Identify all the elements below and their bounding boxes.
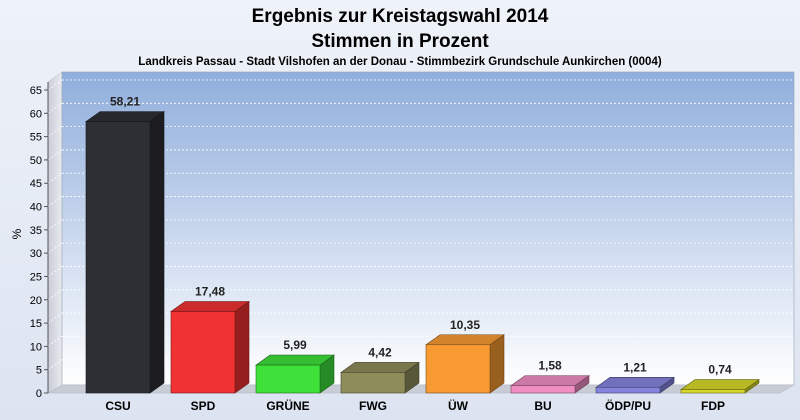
bar-top: [425, 334, 505, 346]
grid-line: [47, 336, 63, 347]
grid-line: [47, 102, 63, 114]
bar-value-label: 5,99: [283, 338, 307, 352]
grid-line: [47, 289, 63, 301]
y-tick-label: 20: [30, 295, 42, 307]
x-tick-label: SPD: [191, 399, 216, 413]
x-tick-label: FWG: [359, 399, 387, 413]
chart-title: Ergebnis zur Kreistagswahl 2014: [252, 6, 549, 27]
bars: 58,21 17,48 5,99 4,42 10,35 1,58 1,21 0,74: [85, 95, 760, 394]
bar-front: [170, 311, 236, 394]
bar-4: [425, 334, 505, 394]
bar-front: [85, 121, 151, 394]
y-tick-label: 45: [30, 178, 42, 190]
grid-line: [47, 219, 63, 231]
bar-side: [149, 111, 165, 394]
bar-value-label: 1,21: [623, 360, 647, 374]
y-tick-label: 65: [30, 85, 42, 97]
y-tick-label: 5: [36, 365, 42, 377]
x-tick-labels: CSU SPD GRÜNE FWG ÜW BU ÖDP/PU FDP: [105, 398, 725, 413]
bar-front: [340, 372, 406, 394]
y-tick-label: 25: [30, 271, 42, 283]
bar-side: [234, 300, 250, 394]
bar-2: [255, 354, 335, 394]
bar-value-label: 10,35: [450, 318, 480, 332]
x-tick-label: BU: [534, 399, 551, 413]
bar-top: [340, 362, 420, 373]
bar-1: [170, 300, 250, 394]
grid-line: [47, 242, 63, 254]
grid-line: [47, 126, 63, 137]
x-tick-label: FDP: [701, 399, 725, 413]
grid-line: [47, 172, 63, 184]
y-tick-label: 0: [36, 388, 42, 400]
y-tick-label: 10: [30, 341, 42, 353]
y-tick-label: 30: [30, 248, 42, 260]
grid-line: [47, 79, 63, 91]
bar-front: [255, 364, 321, 394]
bar-7: [680, 378, 760, 394]
x-tick-label: ÖDP/PU: [605, 398, 651, 413]
bar-front: [425, 344, 491, 394]
bar-top: [85, 111, 165, 122]
grid-line: [47, 266, 63, 277]
x-tick-label: GRÜNE: [266, 398, 309, 413]
chart-subtitle: Stimmen in Prozent: [311, 31, 489, 52]
y-tick-label: 35: [30, 225, 42, 237]
bar-value-label: 4,42: [368, 345, 392, 359]
bar-6: [595, 376, 675, 394]
bar-value-label: 0,74: [708, 363, 732, 377]
bar-top: [510, 375, 590, 386]
x-tick-label: CSU: [105, 399, 130, 413]
y-tick-label: 50: [30, 155, 42, 167]
bar-front: [680, 389, 746, 394]
bar-front: [595, 387, 661, 394]
bar-5: [510, 375, 590, 394]
bar-value-label: 1,58: [538, 359, 562, 373]
bar-top: [170, 301, 250, 312]
y-tick-label: 60: [30, 108, 42, 120]
plot-side-wall: [47, 71, 63, 394]
y-tick-label: 15: [30, 318, 42, 330]
y-axis-label: %: [10, 228, 24, 239]
grid-line: [47, 359, 63, 371]
grid-line: [47, 312, 63, 324]
bar-top: [255, 354, 335, 366]
bar-front: [510, 385, 576, 394]
bar-3: [340, 361, 420, 394]
grid-line: [47, 149, 63, 161]
bar-top: [595, 377, 675, 388]
y-tick-label: 55: [30, 132, 42, 144]
x-tick-label: ÜW: [448, 398, 469, 413]
bar-value-label: 58,21: [110, 95, 140, 109]
grid-line: [47, 196, 63, 207]
bar-0: [85, 111, 165, 394]
y-ticks: 0 5 10 15 20 25 30 35 40 45 50 55 60 65: [30, 85, 48, 400]
chart-caption: Landkreis Passau - Stadt Vilshofen an de…: [138, 56, 662, 68]
y-tick-label: 40: [30, 202, 42, 214]
bar-value-label: 17,48: [195, 285, 225, 299]
bar-top: [680, 379, 760, 390]
